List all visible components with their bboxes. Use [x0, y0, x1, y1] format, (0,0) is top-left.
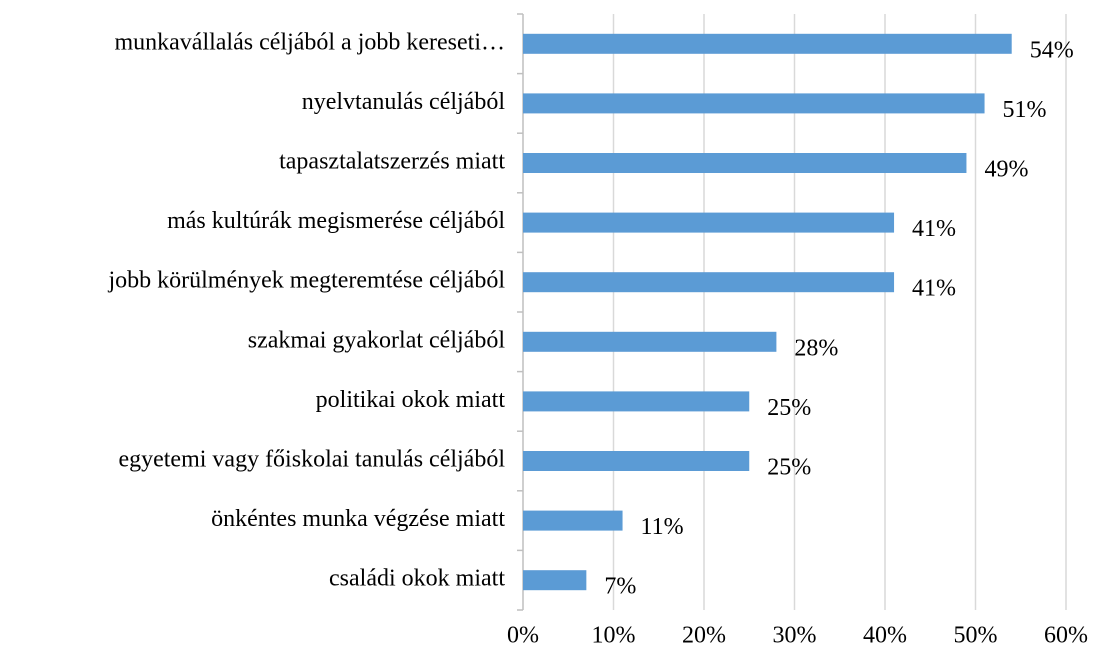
bar: [523, 212, 895, 233]
bar: [523, 272, 895, 293]
x-tick-label: 40%: [863, 623, 907, 649]
y-tick-label: szakmai gyakorlat céljából: [248, 327, 506, 353]
x-tick-label: 50%: [954, 623, 998, 649]
data-label: 54%: [1030, 37, 1074, 63]
data-label: 28%: [794, 335, 838, 361]
bar: [523, 391, 750, 412]
data-label: 41%: [912, 216, 956, 242]
y-tick-label: más kultúrák megismerése céljából: [167, 208, 505, 234]
x-tick-label: 10%: [592, 623, 636, 649]
y-tick-label: jobb körülmények megteremtése céljából: [107, 268, 505, 294]
bar: [523, 93, 985, 114]
data-label: 7%: [604, 574, 636, 600]
x-tick-label: 20%: [682, 623, 726, 649]
bar: [523, 331, 777, 352]
y-tick-label: egyetemi vagy főiskolai tanulás céljából: [118, 447, 505, 473]
data-label: 25%: [767, 455, 811, 481]
bar: [523, 153, 967, 173]
x-tick-label: 30%: [773, 623, 817, 649]
y-tick-label: családi okok miatt: [329, 566, 505, 592]
y-tick-label: tapasztalatszerzés miatt: [279, 149, 505, 175]
bar: [523, 570, 587, 591]
x-tick-label: 0%: [507, 623, 539, 649]
bar: [523, 33, 1012, 54]
y-tick-label: nyelvtanulás céljából: [302, 89, 506, 115]
y-tick-label: munkavállalás céljából a jobb kereseti…: [114, 29, 505, 55]
data-label: 51%: [1003, 97, 1047, 123]
y-tick-label: önkéntes munka végzése miatt: [211, 506, 505, 532]
y-tick-label: politikai okok miatt: [316, 387, 506, 413]
bar: [523, 510, 623, 531]
bar: [523, 451, 750, 471]
data-label: 41%: [912, 276, 956, 302]
data-label: 49%: [984, 157, 1028, 183]
data-label: 25%: [767, 395, 811, 421]
x-tick-label: 60%: [1044, 623, 1088, 649]
data-label: 11%: [641, 514, 684, 540]
